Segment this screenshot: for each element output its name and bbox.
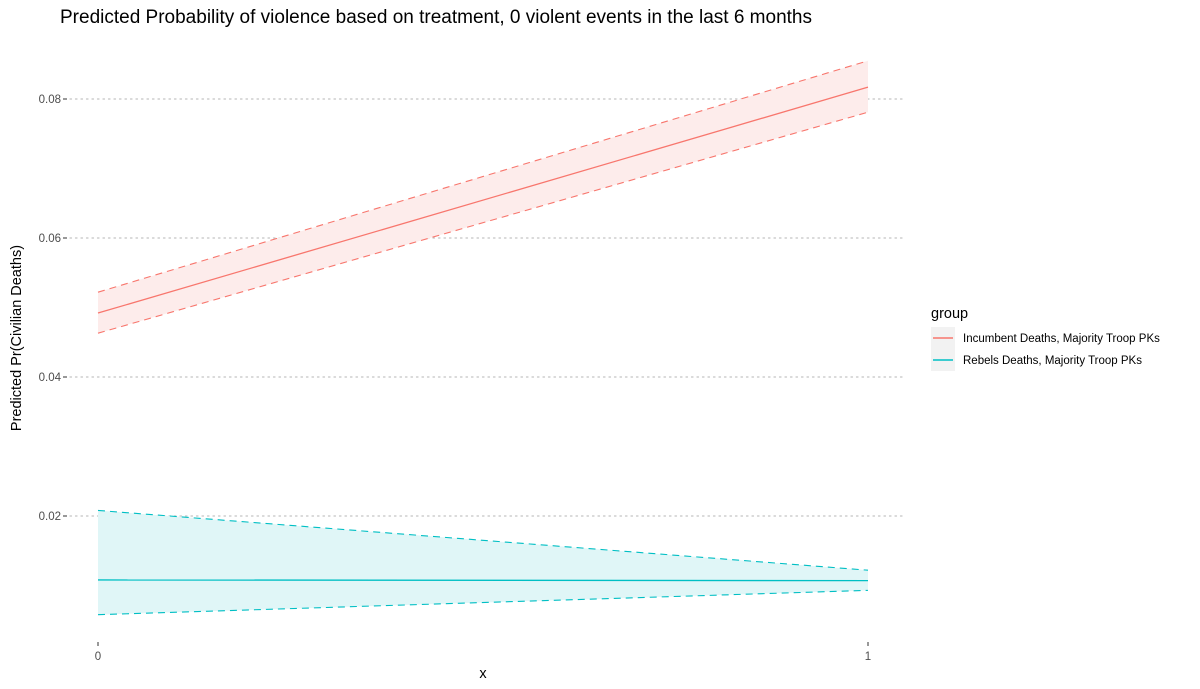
chart-title: Predicted Probability of violence based … (60, 7, 812, 28)
series-line (97, 86, 869, 314)
y-axis-title: Predicted Pr(Civilian Deaths) (9, 245, 25, 431)
y-tick-label: 0.06 (39, 233, 61, 245)
y-axis: 0.02 0.04 0.06 0.08 (39, 94, 67, 523)
ci-upper-line (97, 60, 869, 293)
legend-item: Rebels Deaths, Majority Troop PKs (931, 349, 1142, 371)
legend: group Incumbent Deaths, Majority Troop P… (931, 306, 1160, 371)
series-lines (97, 60, 869, 616)
legend-item: Incumbent Deaths, Majority Troop PKs (931, 327, 1160, 349)
legend-label: Incumbent Deaths, Majority Troop PKs (963, 333, 1160, 345)
y-tick-label: 0.08 (39, 94, 61, 106)
x-axis-title: x (479, 666, 487, 682)
x-tick-label: 1 (865, 651, 871, 663)
legend-title: group (931, 306, 968, 322)
grid (69, 98, 907, 517)
confidence-band (98, 60, 868, 334)
confidence-bands (98, 60, 868, 615)
ci-lower-line (97, 111, 869, 334)
ci-upper-line (97, 509, 869, 571)
confidence-band (98, 510, 868, 615)
x-tick-label: 0 (95, 651, 101, 663)
ci-lower-line (97, 589, 869, 616)
y-tick-label: 0.04 (39, 372, 62, 384)
y-tick-label: 0.02 (39, 511, 61, 523)
legend-label: Rebels Deaths, Majority Troop PKs (963, 355, 1142, 367)
series-line (97, 579, 869, 582)
